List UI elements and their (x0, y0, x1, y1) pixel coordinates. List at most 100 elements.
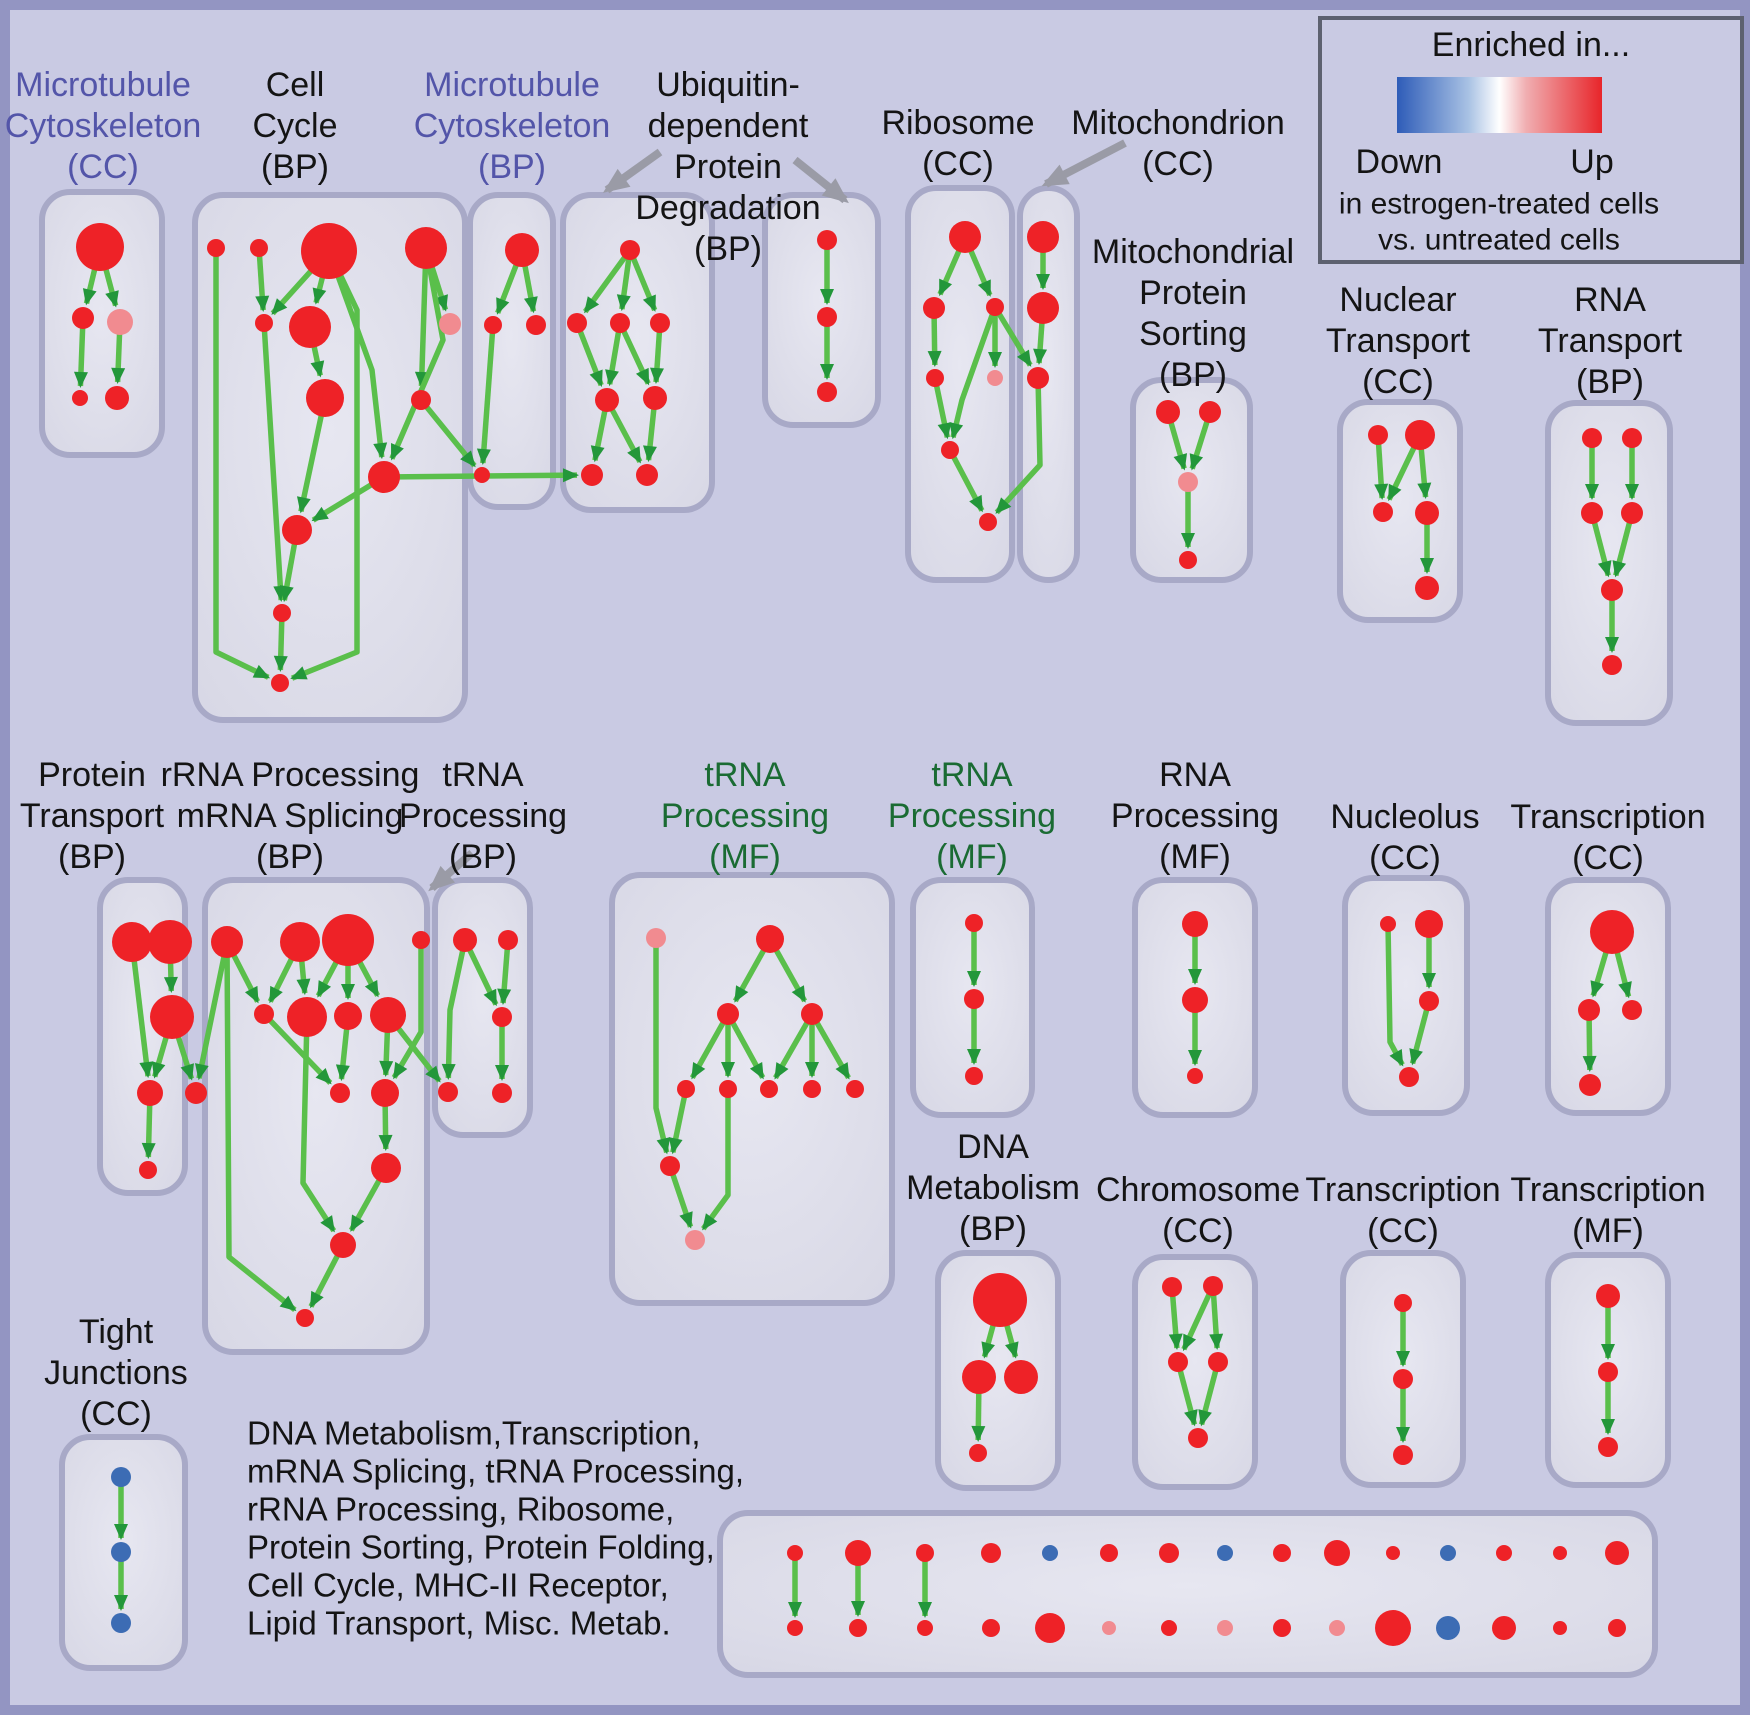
cluster-label-line: (CC) (1162, 1212, 1234, 1250)
node-b6t (1100, 1544, 1118, 1562)
edge-arrow (290, 249, 360, 681)
node-cc3 (301, 223, 357, 279)
node-ub1 (620, 240, 640, 260)
node-rt4 (1621, 502, 1643, 524)
cluster-label-line: tRNA (442, 756, 524, 794)
node-tcc3 (1393, 1445, 1413, 1465)
edge-arrow (668, 1088, 689, 1155)
node-nt3 (1373, 502, 1393, 522)
cluster-label-line: (CC) (1362, 363, 1434, 401)
cluster-label-line: Transport (1326, 322, 1471, 360)
cluster-label: Microtubule Cytoskeleton (CC) (5, 66, 202, 186)
node-rr2 (280, 922, 320, 962)
node-mps3 (1178, 472, 1198, 492)
cluster-box-mixed-bottom (717, 1510, 1658, 1678)
cluster-label-line: Mitochondrion (1071, 104, 1285, 142)
cluster-label-line: Ribosome (881, 104, 1034, 142)
node-mtcc2 (72, 307, 94, 329)
cluster-label: Transcription (CC) (1305, 1171, 1500, 1250)
node-tmp1 (646, 928, 666, 948)
edge-arrow (194, 941, 230, 1081)
cluster-label-line: mRNA Splicing (177, 797, 404, 835)
node-nu1 (1380, 916, 1396, 932)
cluster-label-line: Processing (888, 797, 1056, 835)
ubiquitin-left-pointer (602, 148, 663, 194)
cluster-label: Nuclear Transport (CC) (1326, 281, 1471, 401)
node-ch2 (1203, 1276, 1223, 1296)
edge-arrow (653, 938, 671, 1155)
cluster-label-line: Junctions (44, 1354, 188, 1392)
node-tmc1 (677, 1080, 695, 1098)
edge-arrow (574, 322, 604, 387)
cluster-label: DNA Metabolism (BP) (906, 1128, 1080, 1248)
edge-arrow (947, 448, 985, 513)
node-tmp2 (685, 1230, 705, 1250)
edge-arrow (627, 248, 658, 312)
edge-arrow (213, 248, 271, 680)
node-b11t (1386, 1546, 1400, 1560)
cluster-label-line: tRNA (931, 756, 1013, 794)
edge-arrow (1175, 1361, 1198, 1427)
edge-arrow (326, 250, 388, 460)
node-rt6 (1602, 655, 1622, 675)
node-b15t (1605, 1541, 1629, 1565)
node-b11b (1375, 1610, 1411, 1646)
edge-arrow (476, 324, 496, 466)
edge-arrow (992, 305, 1033, 367)
edge-arrow (73, 317, 88, 389)
cluster-label: Chromosome (CC) (1096, 1171, 1300, 1250)
node-b5b (1035, 1613, 1065, 1643)
node-cc12 (273, 604, 291, 622)
edge-arrow (617, 321, 651, 386)
node-pt2 (148, 920, 192, 964)
node-cc7 (439, 313, 461, 335)
edge-arrow (1181, 1284, 1216, 1352)
node-nt4 (1415, 501, 1439, 525)
cluster-label-line: (BP) (478, 148, 546, 186)
node-ub2c (817, 382, 837, 402)
node-mtcc4 (72, 390, 88, 406)
cluster-box-mt-cc (39, 189, 165, 458)
legend-down-label: Down (1356, 143, 1443, 181)
node-cc4 (405, 227, 447, 269)
node-tc2 (1578, 999, 1600, 1021)
legend-subtitle-line1: in estrogen-treated cells (1339, 188, 1659, 221)
edge-arrow (441, 939, 468, 1081)
node-tmb (756, 925, 784, 953)
cluster-label-line: (CC) (80, 1395, 152, 1433)
node-ch3 (1168, 1352, 1188, 1372)
node-mtbp1 (505, 233, 539, 267)
node-tc3 (1622, 1000, 1642, 1020)
edge-arrow (261, 322, 288, 603)
cluster-label-line: Transcription (1510, 1171, 1705, 1209)
node-ub2b (817, 307, 837, 327)
node-b12b (1436, 1616, 1460, 1640)
cluster-label: Ubiquitin-dependent Protein Degradation (BP… (635, 66, 820, 268)
cluster-label-line: (CC) (67, 148, 139, 186)
cluster-label-line: Cytoskeleton (5, 107, 202, 145)
node-tb4 (438, 1082, 458, 1102)
node-rib3 (986, 298, 1004, 316)
node-rt3 (1581, 502, 1603, 524)
node-tb2 (498, 930, 518, 950)
cluster-label-line: Mitochondrial (1092, 233, 1294, 271)
node-rp3 (1187, 1068, 1203, 1084)
node-cc5 (255, 314, 273, 332)
legend-up-label: Up (1570, 143, 1613, 181)
node-ub7 (581, 464, 603, 486)
node-rr7 (334, 1002, 362, 1030)
footnote-line: Cell Cycle, MHC-II Receptor, (247, 1567, 669, 1604)
node-tmf1 (1596, 1284, 1620, 1308)
node-mtbp3 (526, 315, 546, 335)
cluster-label-line: (MF) (1572, 1212, 1644, 1250)
node-tj2 (111, 1542, 131, 1562)
node-pt5 (139, 1161, 157, 1179)
edge-arrow (129, 941, 154, 1079)
cluster-label-line: Processing (1111, 797, 1279, 835)
cluster-label-line: Transport (1538, 322, 1683, 360)
node-b14b (1553, 1621, 1567, 1635)
edge-arrow (414, 247, 429, 389)
edge-arrow (994, 377, 1043, 515)
footnote-line: DNA Metabolism,Transcription, (247, 1415, 701, 1452)
